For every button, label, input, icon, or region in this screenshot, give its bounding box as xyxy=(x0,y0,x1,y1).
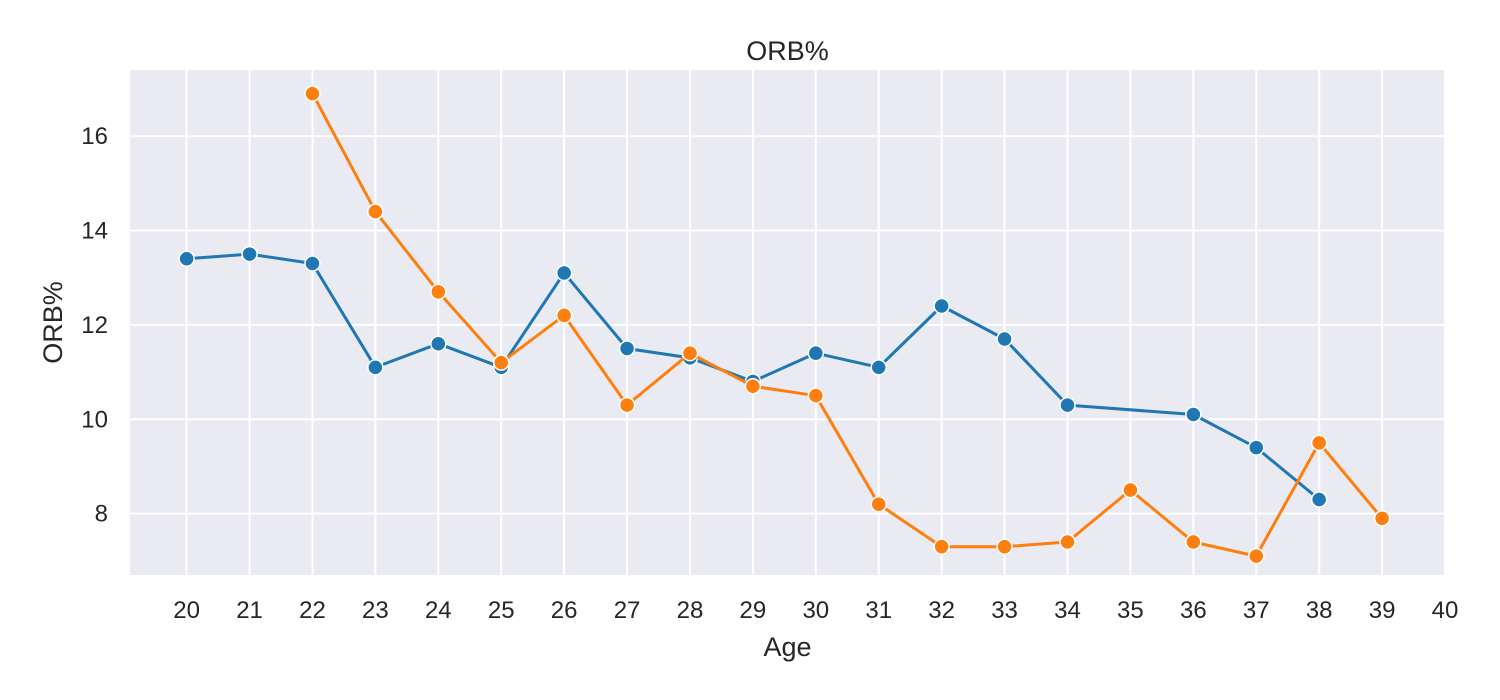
data-point xyxy=(430,335,447,352)
data-point xyxy=(933,297,950,315)
x-tick-label: 31 xyxy=(865,597,892,624)
x-tick-label: 35 xyxy=(1117,597,1144,624)
data-point xyxy=(304,85,321,102)
y-tick-label: 14 xyxy=(81,217,108,244)
series-2 xyxy=(304,85,1391,565)
data-point xyxy=(304,255,321,272)
data-point xyxy=(367,359,384,376)
data-point xyxy=(555,307,573,324)
x-tick-label: 24 xyxy=(425,597,452,624)
x-tick-label: 36 xyxy=(1180,597,1207,624)
x-tick-label: 33 xyxy=(991,597,1018,624)
x-tick-label: 27 xyxy=(614,597,641,624)
x-tick-label: 26 xyxy=(551,597,578,624)
x-tick-label: 20 xyxy=(173,597,200,624)
x-tick-label: 38 xyxy=(1306,597,1333,624)
data-point xyxy=(492,354,510,371)
data-point xyxy=(1185,533,1202,551)
x-tick-label: 28 xyxy=(677,597,704,624)
data-point xyxy=(807,387,825,404)
x-tick-label: 29 xyxy=(740,597,767,624)
data-point xyxy=(1122,481,1139,499)
x-tick-label: 37 xyxy=(1243,597,1270,624)
data-point xyxy=(681,344,699,362)
y-tick-label: 12 xyxy=(81,312,108,339)
x-tick-label: 25 xyxy=(488,597,515,624)
x-tick-label: 30 xyxy=(802,597,829,624)
data-point xyxy=(1310,434,1328,452)
x-tick-label: 39 xyxy=(1369,597,1396,624)
data-point xyxy=(1247,439,1265,456)
data-point xyxy=(367,203,384,220)
data-point xyxy=(1373,510,1391,527)
data-point xyxy=(430,283,447,301)
x-tick-label: 34 xyxy=(1054,597,1081,624)
y-axis-ticks: 8 10 12 14 16 xyxy=(81,123,108,528)
plot-background xyxy=(130,70,1445,575)
data-point xyxy=(241,245,258,263)
y-tick-label: 8 xyxy=(95,501,108,528)
x-axis-label: Age xyxy=(763,632,811,662)
x-tick-label: 23 xyxy=(362,597,389,624)
data-point xyxy=(1059,533,1076,551)
y-tick-label: 10 xyxy=(81,406,108,433)
data-point xyxy=(178,250,195,268)
data-point xyxy=(807,344,825,362)
chart-title: ORB% xyxy=(746,36,829,66)
data-point xyxy=(618,340,636,357)
x-tick-label: 21 xyxy=(236,597,263,624)
grid xyxy=(130,70,1446,575)
data-point xyxy=(870,359,887,376)
y-axis-label: ORB% xyxy=(38,281,68,364)
data-point xyxy=(1185,406,1202,423)
x-tick-label: 40 xyxy=(1432,597,1459,624)
data-point xyxy=(1059,396,1076,414)
data-point xyxy=(996,330,1013,348)
data-point xyxy=(870,495,887,513)
data-point xyxy=(1310,491,1328,508)
data-point xyxy=(744,377,762,395)
series-layer xyxy=(178,85,1391,565)
data-point xyxy=(996,538,1013,555)
data-point xyxy=(933,538,950,555)
series-line xyxy=(311,92,1384,558)
y-tick-label: 16 xyxy=(81,123,108,150)
x-axis-ticks: 20 21 22 23 24 25 26 27 28 29 30 31 32 33 34 35 36 37 38 39… xyxy=(173,597,1458,624)
x-tick-label: 22 xyxy=(299,597,326,624)
data-point xyxy=(555,264,573,282)
x-tick-label: 32 xyxy=(928,597,955,624)
data-point xyxy=(618,396,636,414)
data-point xyxy=(1247,547,1265,565)
